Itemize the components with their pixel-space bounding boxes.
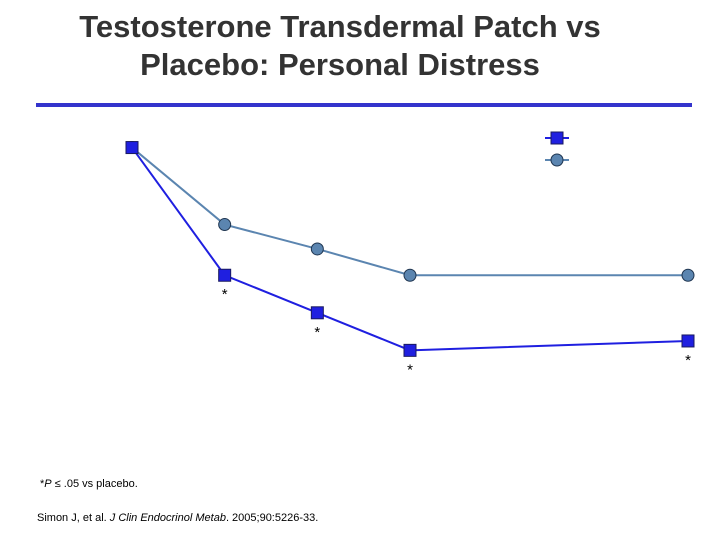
point-placebo-4	[681, 268, 695, 282]
footnote-text: ≤ .05 vs placebo.	[51, 478, 138, 490]
citation-authors: Simon J, et al.	[37, 512, 110, 524]
citation-details: . 2005;90:5226-33.	[225, 512, 319, 524]
significance-star-2: *	[314, 324, 320, 341]
point-testosterone-1	[218, 268, 232, 282]
point-placebo-2	[310, 242, 324, 256]
series-markers	[125, 141, 695, 357]
point-placebo-3	[403, 268, 417, 282]
footnote: *P ≤ .05 vs placebo.	[40, 478, 138, 490]
point-placebo-1	[218, 218, 232, 232]
citation-journal: J Clin Endocrinol Metab	[109, 512, 226, 524]
legend-marker-placebo	[550, 153, 564, 167]
footnote-p: P	[44, 478, 52, 490]
significance-markers: * * * *	[222, 286, 691, 378]
significance-star-1: *	[222, 286, 228, 303]
series-lines	[131, 146, 689, 352]
point-testosterone-4	[681, 334, 695, 348]
title-line-1: Testosterone Transdermal Patch vs	[79, 9, 601, 44]
title-divider	[36, 103, 692, 107]
point-testosterone-0	[125, 141, 139, 155]
title-line-2: Placebo: Personal Distress	[140, 47, 540, 82]
series-line-testosterone	[131, 146, 689, 352]
point-testosterone-3	[403, 343, 417, 357]
footnote-star: *	[40, 478, 45, 490]
point-testosterone-2	[310, 306, 324, 320]
page-title: Testosterone Transdermal Patch vs Placeb…	[0, 8, 680, 84]
series-line-placebo	[131, 146, 688, 277]
citation: Simon J, et al. J Clin Endocrinol Metab.…	[37, 512, 318, 524]
significance-star-3: *	[407, 361, 413, 378]
significance-star-4: *	[685, 352, 691, 369]
legend-marker-testosterone	[550, 131, 564, 145]
chart-legend	[545, 131, 569, 167]
